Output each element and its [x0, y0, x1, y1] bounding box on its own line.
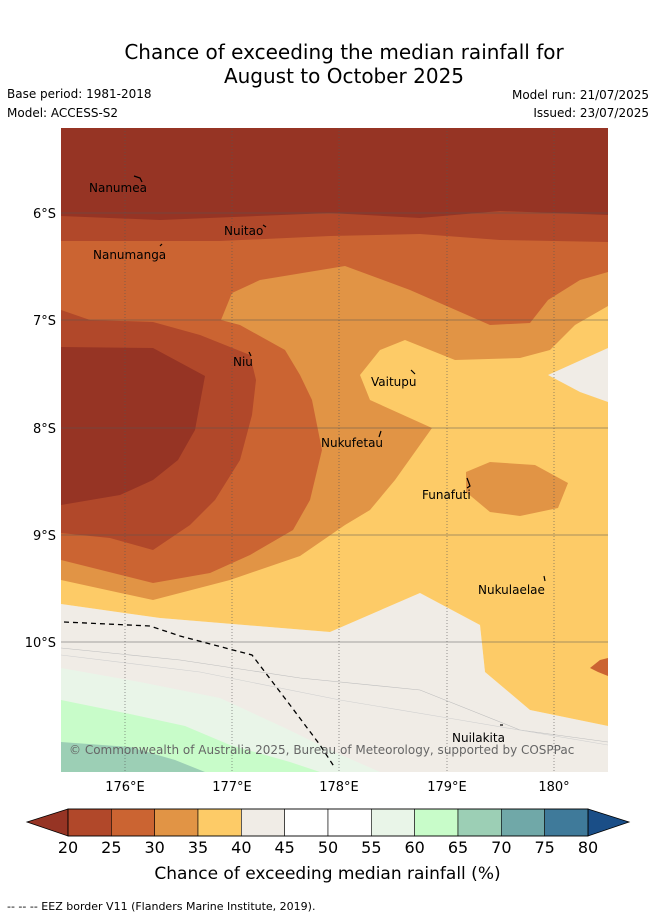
place-funafuti: Funafuti: [422, 488, 471, 502]
colorbar-tick-label: 60: [404, 838, 424, 857]
colorbar-tick-label: 55: [361, 838, 381, 857]
colorbar-swatch: [327, 808, 372, 837]
colorbar-swatch: [544, 808, 589, 837]
lon-label-180: 180°: [538, 780, 569, 795]
model-run: Model run: 21/07/2025: [511, 88, 649, 102]
colorbar-swatch: [154, 808, 199, 837]
place-nukufetau: Nukufetau: [321, 436, 383, 450]
issued-date: Issued: 23/07/2025: [533, 106, 649, 120]
graticule: [61, 128, 608, 772]
colorbar-tick-label: 80: [578, 838, 598, 857]
colorbar-swatch: [414, 808, 459, 837]
colorbar-tick-label: 20: [58, 838, 78, 857]
model-name: Model: ACCESS-S2: [7, 106, 119, 120]
place-niu: Niu: [233, 355, 253, 369]
colorbar-tick-label: 75: [534, 838, 554, 857]
chart-title: Chance of exceeding the median rainfall …: [0, 40, 655, 88]
colorbar-label: Chance of exceeding median rainfall (%): [154, 864, 501, 884]
colorbar-swatch: [241, 808, 285, 837]
colorbar-over-arrow: [587, 808, 631, 837]
base-period: Base period: 1981-2018: [7, 87, 152, 101]
eez-footnote: -- -- -- EEZ border V11 (Flanders Marine…: [7, 900, 316, 913]
colorbar-swatch: [371, 808, 415, 837]
lat-label-8s: 8°S: [33, 422, 56, 437]
lon-label-177e: 177°E: [212, 780, 252, 795]
colorbar-under-arrow: [25, 808, 69, 837]
place-nanumanga: Nanumanga: [93, 248, 166, 262]
colorbar-tick-label: 40: [231, 838, 251, 857]
colorbar-swatch: [284, 808, 329, 837]
colorbar-tick-label: 65: [448, 838, 468, 857]
colorbar: 20 25 30 35 40 45 50 55 60 65 70 75 80: [25, 808, 631, 857]
place-nukulaelae: Nukulaelae: [478, 583, 545, 597]
colorbar-swatch: [457, 808, 502, 837]
lat-label-6s: 6°S: [33, 207, 56, 222]
title-line-2: August to October 2025: [223, 64, 465, 88]
colorbar-swatch: [111, 808, 155, 837]
colorbar-swatch: [197, 808, 242, 837]
colorbar-tick-label: 50: [318, 838, 338, 857]
colorbar-tick-label: 35: [188, 838, 208, 857]
lat-label-7s: 7°S: [33, 314, 56, 329]
place-nuitao: Nuitao: [224, 224, 263, 238]
colorbar-tick-label: 25: [101, 838, 121, 857]
lat-label-10s: 10°S: [25, 636, 56, 651]
island-marks: [133, 175, 546, 726]
lon-label-178e: 178°E: [319, 780, 359, 795]
eez-border: [63, 621, 336, 769]
lon-label-179e: 179°E: [427, 780, 467, 795]
colorbar-tick-label: 30: [144, 838, 164, 857]
copyright-notice: © Commonwealth of Australia 2025, Bureau…: [69, 743, 574, 757]
colorbar-swatch: [501, 808, 545, 837]
contour-fill: [61, 128, 608, 772]
place-nuilakita: Nuilakita: [452, 731, 505, 745]
colorbar-tick-label: 45: [274, 838, 294, 857]
colorbar-swatch: [67, 808, 112, 837]
lon-label-176e: 176°E: [105, 780, 145, 795]
place-nanumea: Nanumea: [89, 181, 147, 195]
place-vaitupu: Vaitupu: [371, 375, 417, 389]
colorbar-tick-label: 70: [491, 838, 511, 857]
lat-label-9s: 9°S: [33, 529, 56, 544]
title-line-1: Chance of exceeding the median rainfall …: [124, 40, 564, 64]
